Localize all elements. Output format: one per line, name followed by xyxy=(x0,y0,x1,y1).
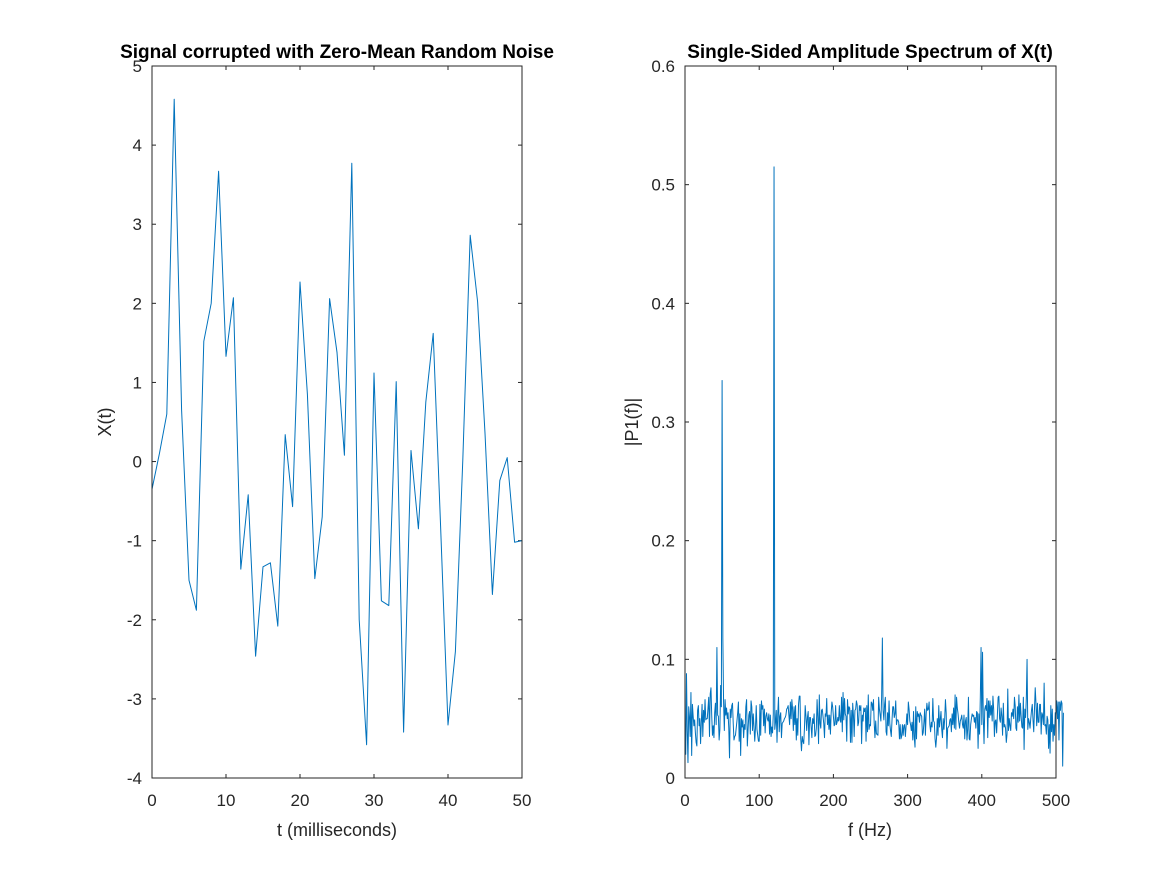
y-tick-label: -2 xyxy=(127,611,142,630)
x-tick-label: 10 xyxy=(217,791,236,810)
y-tick-label: 4 xyxy=(133,136,142,155)
axes-box xyxy=(684,65,1057,779)
x-axis-label: f (Hz) xyxy=(848,820,892,840)
y-tick-label: 3 xyxy=(133,215,142,234)
x-tick-label: 100 xyxy=(745,791,773,810)
x-tick-label: 40 xyxy=(439,791,458,810)
x-tick-label: 300 xyxy=(893,791,921,810)
x-tick-label: 30 xyxy=(365,791,384,810)
chart-title: Signal corrupted with Zero-Mean Random N… xyxy=(120,42,554,63)
y-tick-label: -1 xyxy=(127,532,142,551)
y-tick-label: 0.2 xyxy=(651,532,675,551)
x-axis-label: t (milliseconds) xyxy=(277,820,397,840)
y-axis-label: |P1(f)| xyxy=(622,398,642,446)
x-tick-label: 0 xyxy=(147,791,156,810)
signal-chart: Signal corrupted with Zero-Mean Random N… xyxy=(95,42,554,840)
y-tick-label: 0.6 xyxy=(651,57,675,76)
x-tick-label: 0 xyxy=(680,791,689,810)
x-tick-label: 500 xyxy=(1042,791,1070,810)
y-tick-label: 0.1 xyxy=(651,650,675,669)
x-tick-label: 400 xyxy=(968,791,996,810)
axes-box xyxy=(151,65,523,779)
x-tick-label: 50 xyxy=(513,791,532,810)
y-axis-label: X(t) xyxy=(95,408,115,437)
y-tick-label: 0.4 xyxy=(651,294,675,313)
x-tick-label: 20 xyxy=(291,791,310,810)
y-tick-label: -4 xyxy=(127,769,142,788)
series-line xyxy=(684,166,1064,767)
y-tick-label: 0.3 xyxy=(651,413,675,432)
plot-area xyxy=(151,98,523,746)
plot-area xyxy=(684,166,1064,767)
chart-title: Single-Sided Amplitude Spectrum of X(t) xyxy=(687,42,1053,63)
y-tick-label: -3 xyxy=(127,690,142,709)
y-tick-label: 0 xyxy=(133,453,142,472)
y-tick-label: 2 xyxy=(133,294,142,313)
series-line xyxy=(151,98,523,746)
x-tick-label: 200 xyxy=(819,791,847,810)
y-tick-label: 0.5 xyxy=(651,176,675,195)
y-tick-label: 5 xyxy=(133,57,142,76)
y-tick-label: 1 xyxy=(133,373,142,392)
spectrum-chart: Single-Sided Amplitude Spectrum of X(t) … xyxy=(622,42,1070,840)
y-tick-label: 0 xyxy=(666,769,675,788)
tick-group: 0 100 200 300 400 500 0 0.1 0.2 0.3 0.4 0.5 0.6 xyxy=(651,57,1070,810)
